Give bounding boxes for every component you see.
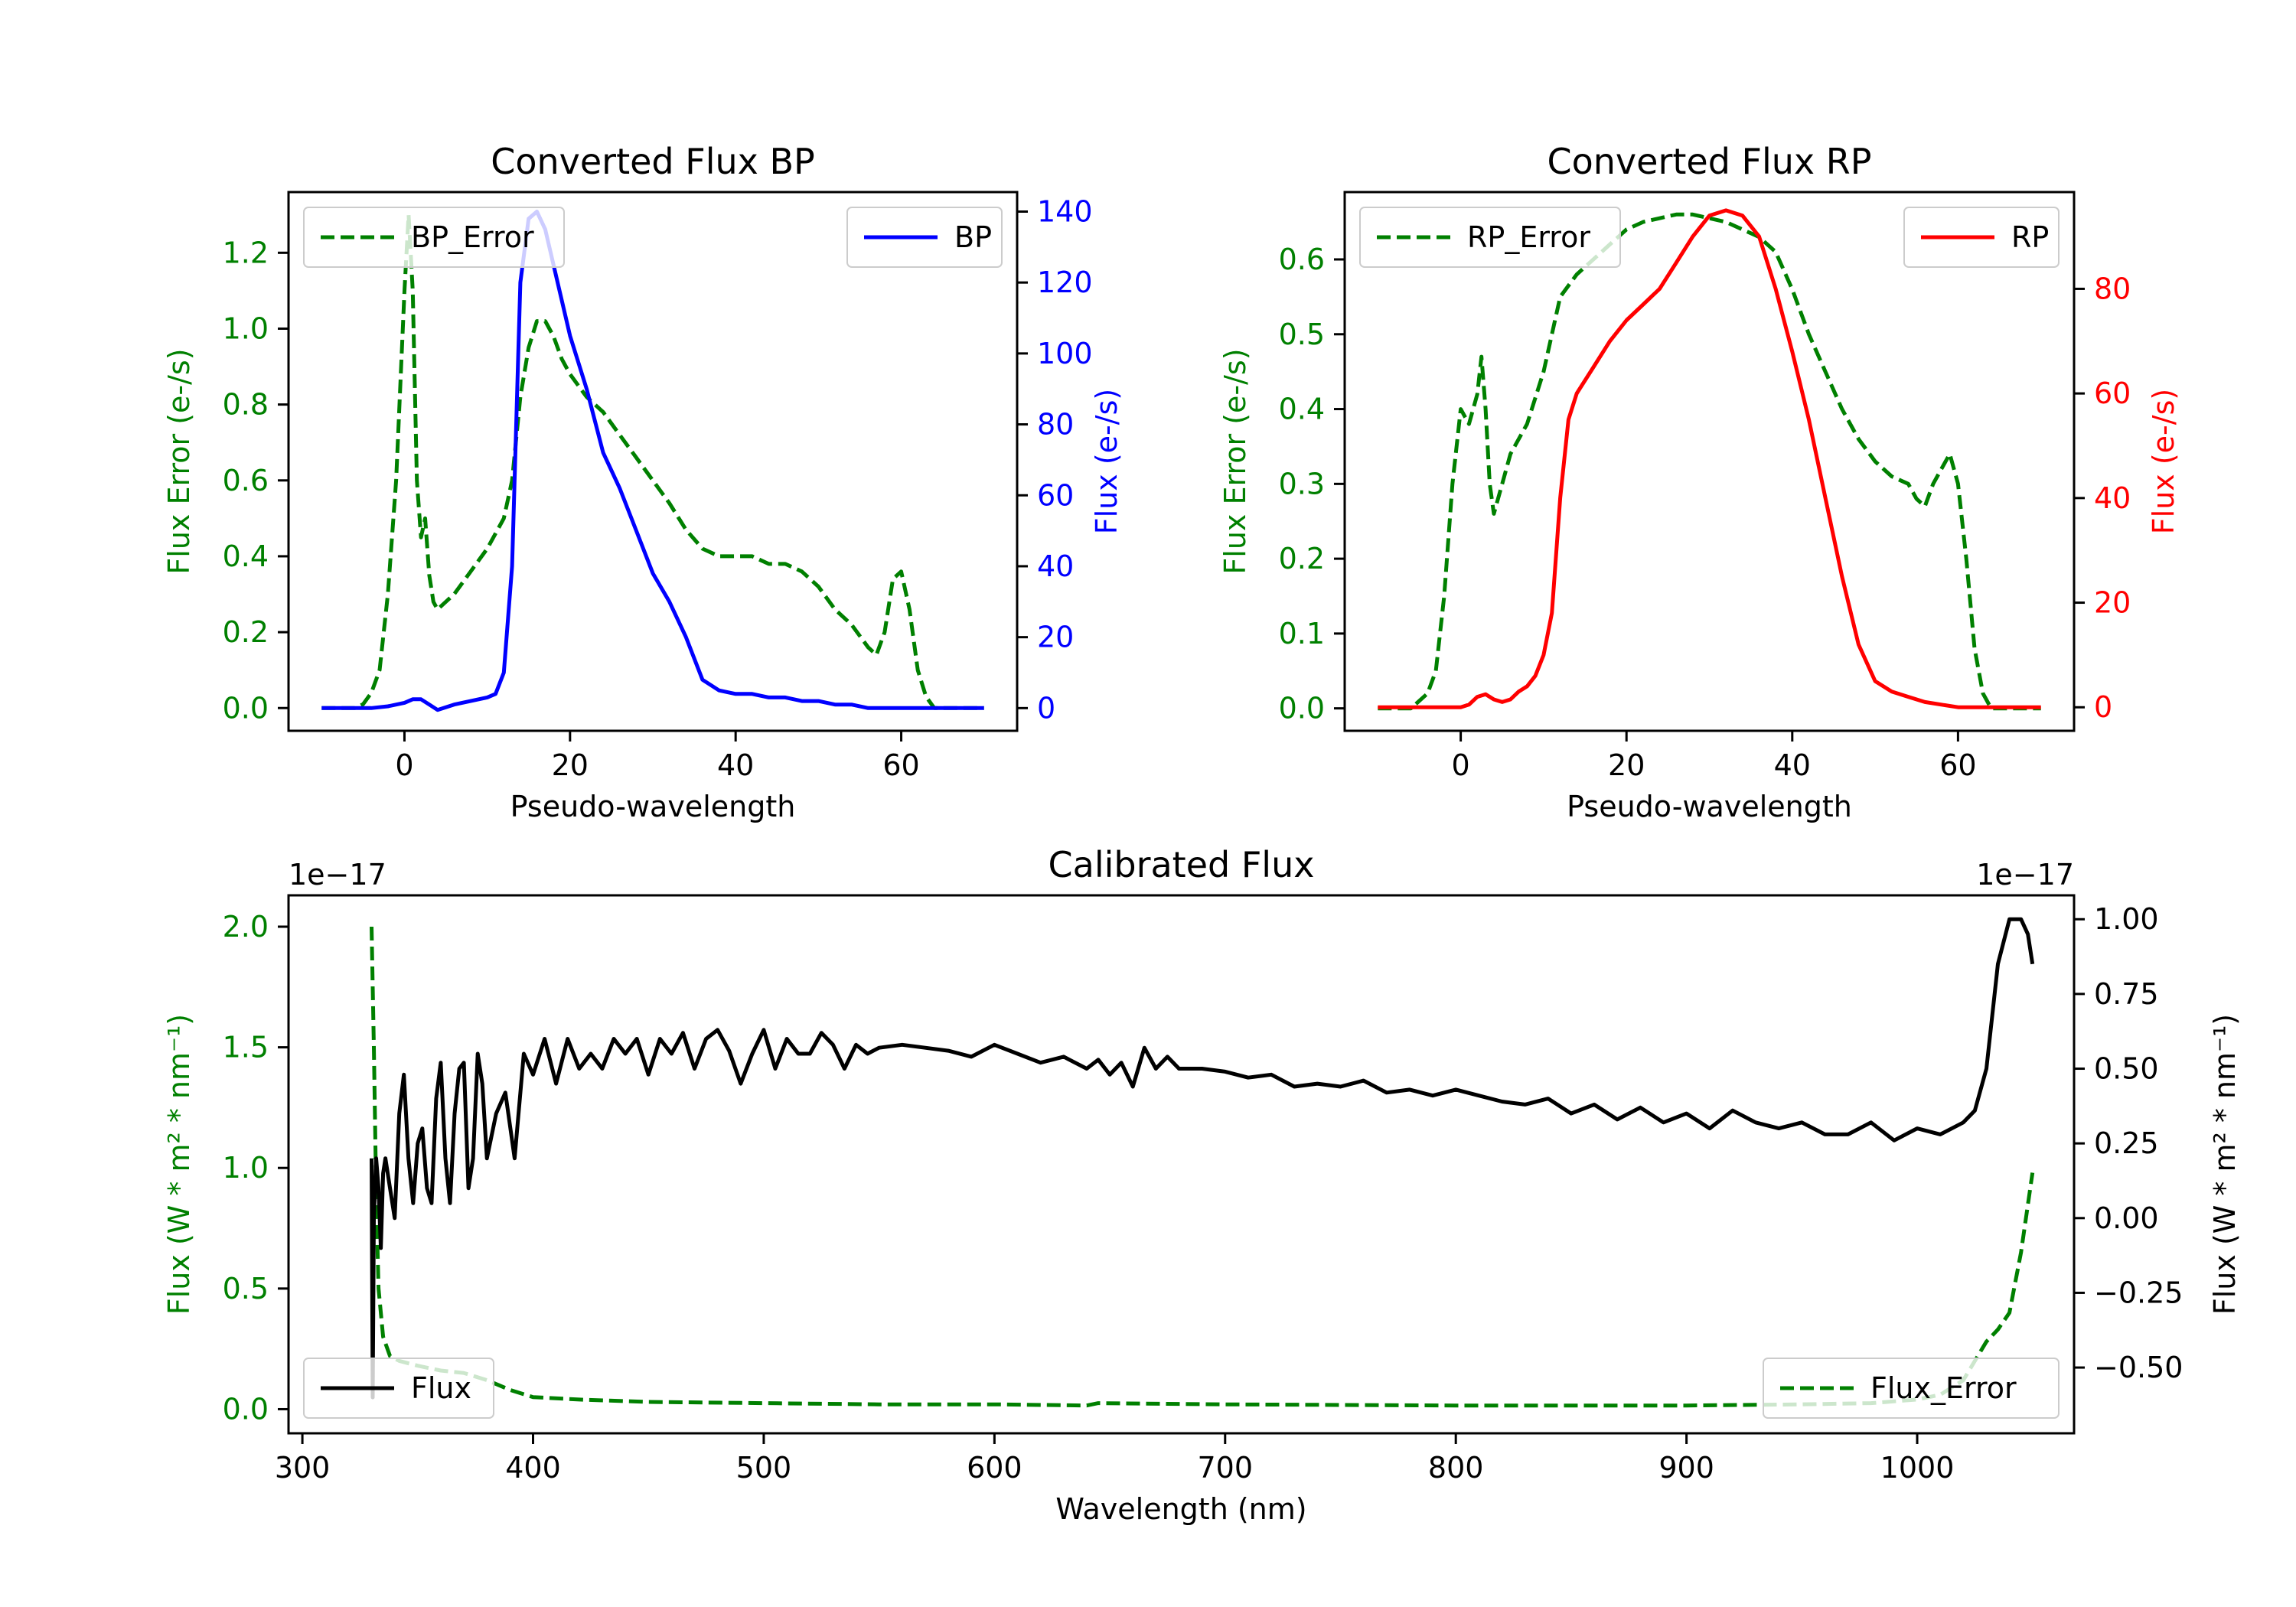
right-y-tick-label: 0.00 xyxy=(2094,1201,2159,1235)
x-axis-label: Pseudo-wavelength xyxy=(510,790,796,823)
left-y-tick-label: 0.1 xyxy=(1279,617,1325,650)
legend-box xyxy=(1359,207,1621,268)
right-axis-exponent: 1e−17 xyxy=(1976,858,2074,892)
right-y-tick-label: 60 xyxy=(1037,478,1074,512)
chart-title: Converted Flux RP xyxy=(1548,141,1872,182)
plot-frame xyxy=(1343,191,2076,732)
legend-box xyxy=(303,207,565,268)
x-tick-label: 60 xyxy=(882,748,919,782)
x-tick-label: 0 xyxy=(1452,748,1470,782)
x-tick-label: 700 xyxy=(1198,1451,1254,1485)
legend-flux: Flux xyxy=(303,1358,494,1419)
right-y-tick-label: 0 xyxy=(2094,690,2112,724)
x-tick-label: 500 xyxy=(736,1451,792,1485)
series-line-rp-error xyxy=(1378,212,2041,711)
right-y-tick-label: 0 xyxy=(1037,691,1055,725)
right-y-tick-label: 20 xyxy=(2094,586,2131,620)
left-y-tick-label: 0.8 xyxy=(223,388,269,422)
x-tick-label: 60 xyxy=(1939,748,1976,782)
left-y-tick-label: 0.2 xyxy=(1279,542,1325,575)
legend-label: BP_Error xyxy=(411,220,534,254)
legend-label: Flux xyxy=(411,1371,471,1405)
legend-label: BP xyxy=(954,220,992,254)
right-y-tick-label: 0.25 xyxy=(2094,1126,2159,1160)
left-axis-exponent: 1e−17 xyxy=(289,858,386,892)
series-line-flux xyxy=(370,917,2035,1400)
right-y-tick-label: 80 xyxy=(1037,408,1074,442)
left-y-axis-label: Flux (W * m² * nm⁻¹) xyxy=(162,1014,196,1315)
legend-label: RP xyxy=(2011,220,2049,254)
x-tick-label: 40 xyxy=(717,748,754,782)
left-y-tick-label: 1.0 xyxy=(223,311,269,345)
x-tick-label: 40 xyxy=(1774,748,1811,782)
chart-title: Converted Flux BP xyxy=(491,141,815,182)
left-y-tick-label: 0.6 xyxy=(223,464,269,497)
right-y-tick-label: 40 xyxy=(2094,481,2131,515)
x-tick-label: 600 xyxy=(967,1451,1022,1485)
left-y-tick-label: 0.0 xyxy=(1279,692,1325,725)
legend-box xyxy=(1763,1358,2060,1419)
left-y-tick-label: 0.2 xyxy=(223,615,269,649)
x-axis-label: Pseudo-wavelength xyxy=(1567,790,1852,823)
right-y-tick-label: 100 xyxy=(1037,337,1093,370)
left-y-tick-label: 0.5 xyxy=(223,1272,269,1305)
right-y-axis-label: Flux (e-/s) xyxy=(2147,389,2180,534)
legend-label: Flux_Error xyxy=(1870,1371,2017,1405)
left-y-tick-label: 1.0 xyxy=(223,1151,269,1185)
right-y-tick-label: 120 xyxy=(1037,266,1093,299)
right-y-tick-label: 80 xyxy=(2094,272,2131,305)
left-y-tick-label: 0.3 xyxy=(1279,467,1325,500)
legend-flux-error: Flux_Error xyxy=(1763,1358,2060,1419)
chart-bp: 0 20 40 60 0.0 0.2 0.4 0.6 0.8 1.0 1.2 0 20 40 60 80 100… xyxy=(162,141,1124,823)
left-y-tick-label: 1.2 xyxy=(223,236,269,269)
x-tick-label: 300 xyxy=(275,1451,331,1485)
left-y-tick-label: 0.4 xyxy=(223,539,269,573)
legend-bp-error: BP_Error xyxy=(303,207,565,268)
left-y-tick-label: 0.4 xyxy=(1279,393,1325,426)
right-y-tick-label: 40 xyxy=(1037,549,1074,583)
right-y-tick-label: 0.50 xyxy=(2094,1052,2159,1086)
plot-frame xyxy=(287,894,2076,1435)
chart-cal: 300 400 500 600 700 800 900 1000 0.0 0.5 1.0 1.5 2.0… xyxy=(162,844,2242,1526)
right-y-tick-label: −0.50 xyxy=(2094,1351,2183,1384)
right-y-tick-label: 140 xyxy=(1037,194,1093,228)
left-y-axis-label: Flux Error (e-/s) xyxy=(1218,348,1252,574)
right-y-tick-label: 60 xyxy=(2094,376,2131,410)
chart-title: Calibrated Flux xyxy=(1049,844,1315,885)
left-y-tick-label: 0.5 xyxy=(1279,318,1325,351)
left-y-tick-label: 0.6 xyxy=(1279,243,1325,276)
x-tick-label: 900 xyxy=(1658,1451,1714,1485)
right-y-axis-label: Flux (e-/s) xyxy=(1090,389,1124,534)
left-y-axis-label: Flux Error (e-/s) xyxy=(162,348,196,574)
left-y-tick-label: 0.0 xyxy=(223,1392,269,1426)
legend-rp: RP xyxy=(1903,207,2060,268)
series-line-rp xyxy=(1378,208,2041,709)
right-y-tick-label: 1.00 xyxy=(2094,902,2159,936)
right-y-axis-label: Flux (W * m² * nm⁻¹) xyxy=(2208,1014,2242,1315)
series-line-bp xyxy=(321,210,984,712)
x-tick-label: 800 xyxy=(1428,1451,1484,1485)
x-tick-label: 1000 xyxy=(1880,1451,1955,1485)
x-tick-label: 400 xyxy=(505,1451,561,1485)
legend-rp-error: RP_Error xyxy=(1359,207,1621,268)
x-axis-label: Wavelength (nm) xyxy=(1055,1492,1306,1526)
right-y-tick-label: −0.25 xyxy=(2094,1276,2183,1309)
x-tick-label: 0 xyxy=(395,748,413,782)
right-y-tick-label: 0.75 xyxy=(2094,977,2159,1011)
plot-frame xyxy=(287,191,1019,732)
left-y-tick-label: 1.5 xyxy=(223,1031,269,1064)
x-tick-label: 20 xyxy=(1608,748,1645,782)
right-y-tick-label: 20 xyxy=(1037,621,1074,654)
chart-rp: 0 20 40 60 0.0 0.1 0.2 0.3 0.4 0.5 0.6 0 20 40 60 80 Con… xyxy=(1218,141,2180,823)
x-tick-label: 20 xyxy=(552,748,589,782)
series-line-bp-error xyxy=(321,213,984,710)
left-y-tick-label: 2.0 xyxy=(223,910,269,944)
series-line-flux-error xyxy=(370,926,2035,1408)
left-y-tick-label: 0.0 xyxy=(223,691,269,725)
legend-label: RP_Error xyxy=(1467,220,1590,254)
legend-box xyxy=(303,1358,494,1419)
legend-bp: BP xyxy=(846,207,1003,268)
